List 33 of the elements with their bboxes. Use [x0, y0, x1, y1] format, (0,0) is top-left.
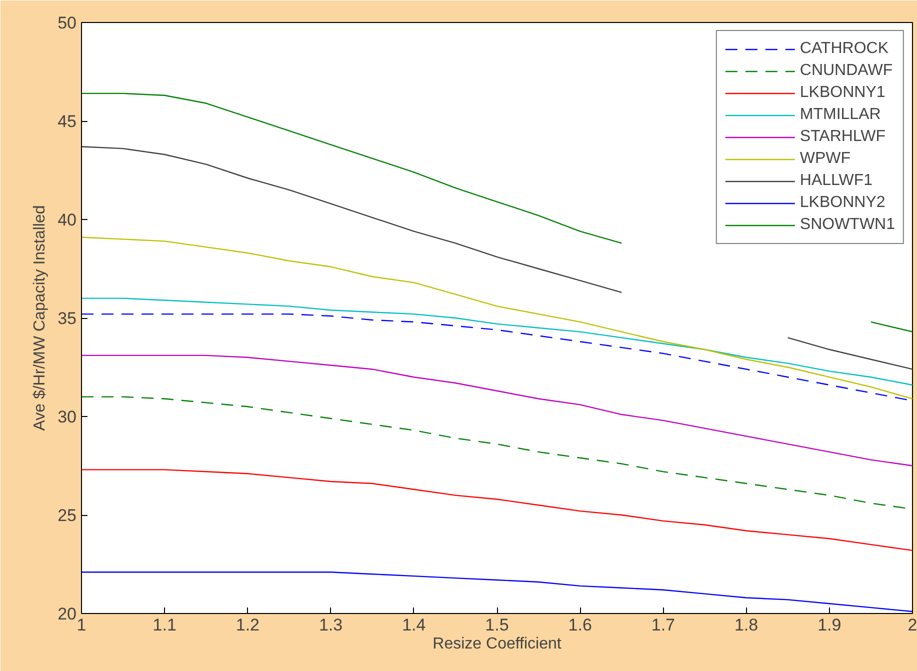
y-tick-label: 45: [58, 112, 77, 131]
line-series: [82, 354, 912, 466]
x-tick-label: 1.6: [568, 616, 592, 634]
legend-label: LKBONNY2: [800, 194, 886, 212]
x-tick-label: 1.9: [818, 616, 842, 634]
legend-label: WPWF: [800, 150, 851, 168]
x-tick-label: 1.4: [402, 616, 426, 634]
line-series: [82, 298, 912, 386]
x-tick-label: 2: [908, 616, 917, 634]
y-tick-label: 25: [58, 506, 77, 525]
y-tick-label: 30: [58, 408, 77, 426]
y-tick-label: 50: [58, 14, 77, 32]
y-tick-label: 20: [58, 604, 77, 624]
legend-label: STARHLWF: [800, 128, 886, 146]
legend-label: CNUNDAWF: [800, 62, 893, 80]
line-series: [82, 236, 912, 400]
line-series: [82, 469, 912, 552]
legend-label: MTMILLAR: [800, 106, 881, 124]
x-tick-label: 1.2: [236, 616, 260, 634]
x-tick-label: 1.3: [318, 616, 343, 634]
x-tick-label: 1.8: [734, 616, 758, 634]
legend-label: HALLWF1: [800, 172, 872, 190]
legend-label: CATHROCK: [800, 40, 888, 58]
x-axis-title: Resize Coefficient: [432, 636, 562, 652]
legend-label: LKBONNY1: [800, 84, 886, 102]
y-tick-label: 35: [58, 309, 77, 328]
y-tick-label: 40: [58, 210, 77, 230]
legend-label: SNOWTWN1: [800, 216, 895, 234]
y-axis-title: Ave $/Hr/MW Capacity Installed: [32, 205, 49, 431]
x-tick-label: 1.7: [651, 616, 676, 634]
x-tick-label: 1.1: [152, 616, 176, 634]
x-tick-label: 1.5: [485, 616, 509, 634]
x-tick-label: 1: [76, 616, 86, 634]
